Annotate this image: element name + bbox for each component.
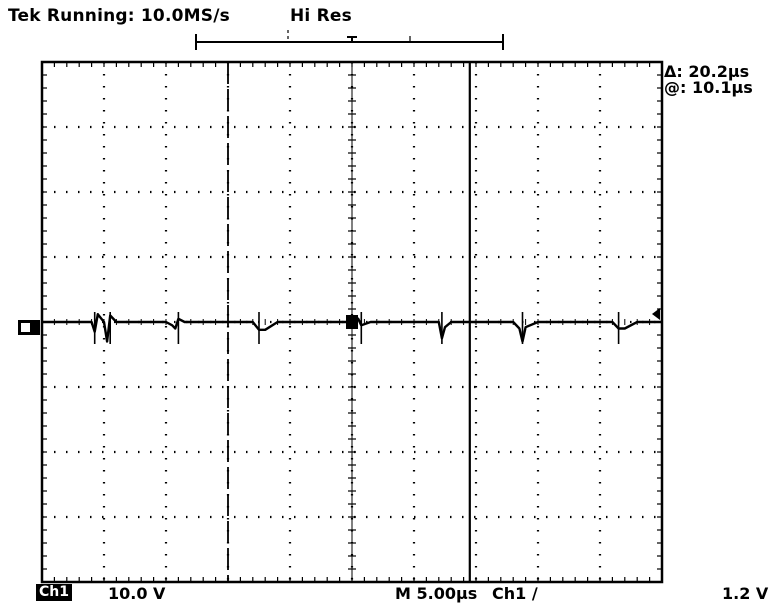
channel-badge[interactable]: Ch1 [36, 584, 72, 601]
record-view-bracket [195, 30, 504, 50]
trigger-level-arrow[interactable] [652, 308, 660, 320]
trigger-point-marker [346, 315, 358, 329]
volts-per-div-readout: 10.0 V [108, 584, 166, 603]
acquisition-mode: Hi Res [290, 6, 352, 26]
channel-ground-marker-inner [21, 323, 30, 332]
status-readout: Tek Running: 10.0MS/s [8, 6, 230, 26]
waveform-traces [42, 312, 662, 344]
cursor-delta-readout: Δ: 20.2µs [664, 62, 750, 81]
cursor-position-readout: @: 10.1µs [664, 78, 753, 97]
trigger-level-readout: 1.2 V [722, 584, 769, 603]
timebase-readout: M 5.00µs [395, 584, 478, 603]
channel-ground-marker[interactable] [18, 320, 40, 335]
trigger-source-readout: Ch1 ∕ [492, 584, 538, 603]
